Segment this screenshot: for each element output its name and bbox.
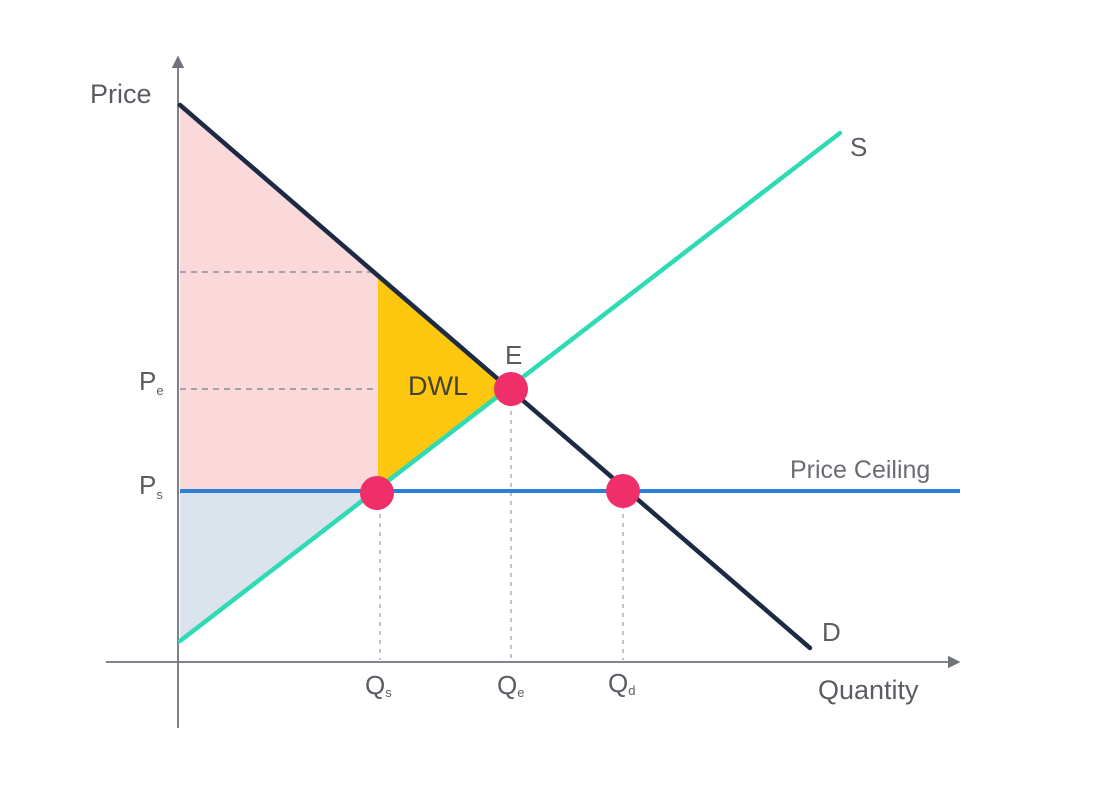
price-tick-pe-sub: e <box>156 383 163 398</box>
price-tick-pe-main: P <box>139 366 156 396</box>
quantity-tick-qs: Qs <box>365 670 392 700</box>
consumer-surplus-area <box>180 105 378 491</box>
equilibrium-point-marker <box>494 372 528 406</box>
quantity-tick-qs-sub: s <box>385 685 392 700</box>
deadweight-loss-area <box>378 275 511 491</box>
quantity-tick-qd-main: Q <box>608 668 628 698</box>
y-axis-label: Price <box>90 79 152 109</box>
price-tick-pe: Pe <box>139 366 164 398</box>
demand-curve-label: D <box>822 617 841 647</box>
price-tick-ps-sub: s <box>156 487 163 502</box>
equilibrium-label: E <box>505 340 522 370</box>
quantity-tick-qe-sub: e <box>517 685 524 700</box>
supply-curve-label: S <box>850 132 867 162</box>
quantity-tick-qe-main: Q <box>497 670 517 700</box>
quantity-tick-qe: Qe <box>497 670 524 700</box>
price-ceiling-label: Price Ceiling <box>790 456 930 484</box>
price-tick-ps: Ps <box>139 470 163 502</box>
quantity-demanded-point-marker <box>606 474 640 508</box>
quantity-supplied-point-marker <box>360 476 394 510</box>
price-tick-ps-main: P <box>139 470 156 500</box>
x-axis-label: Quantity <box>818 675 919 705</box>
quantity-tick-qd-sub: d <box>628 683 635 698</box>
quantity-tick-qs-main: Q <box>365 670 385 700</box>
quantity-tick-qd: Qd <box>608 668 635 698</box>
demand-curve <box>177 102 813 651</box>
deadweight-loss-label: DWL <box>408 371 468 401</box>
